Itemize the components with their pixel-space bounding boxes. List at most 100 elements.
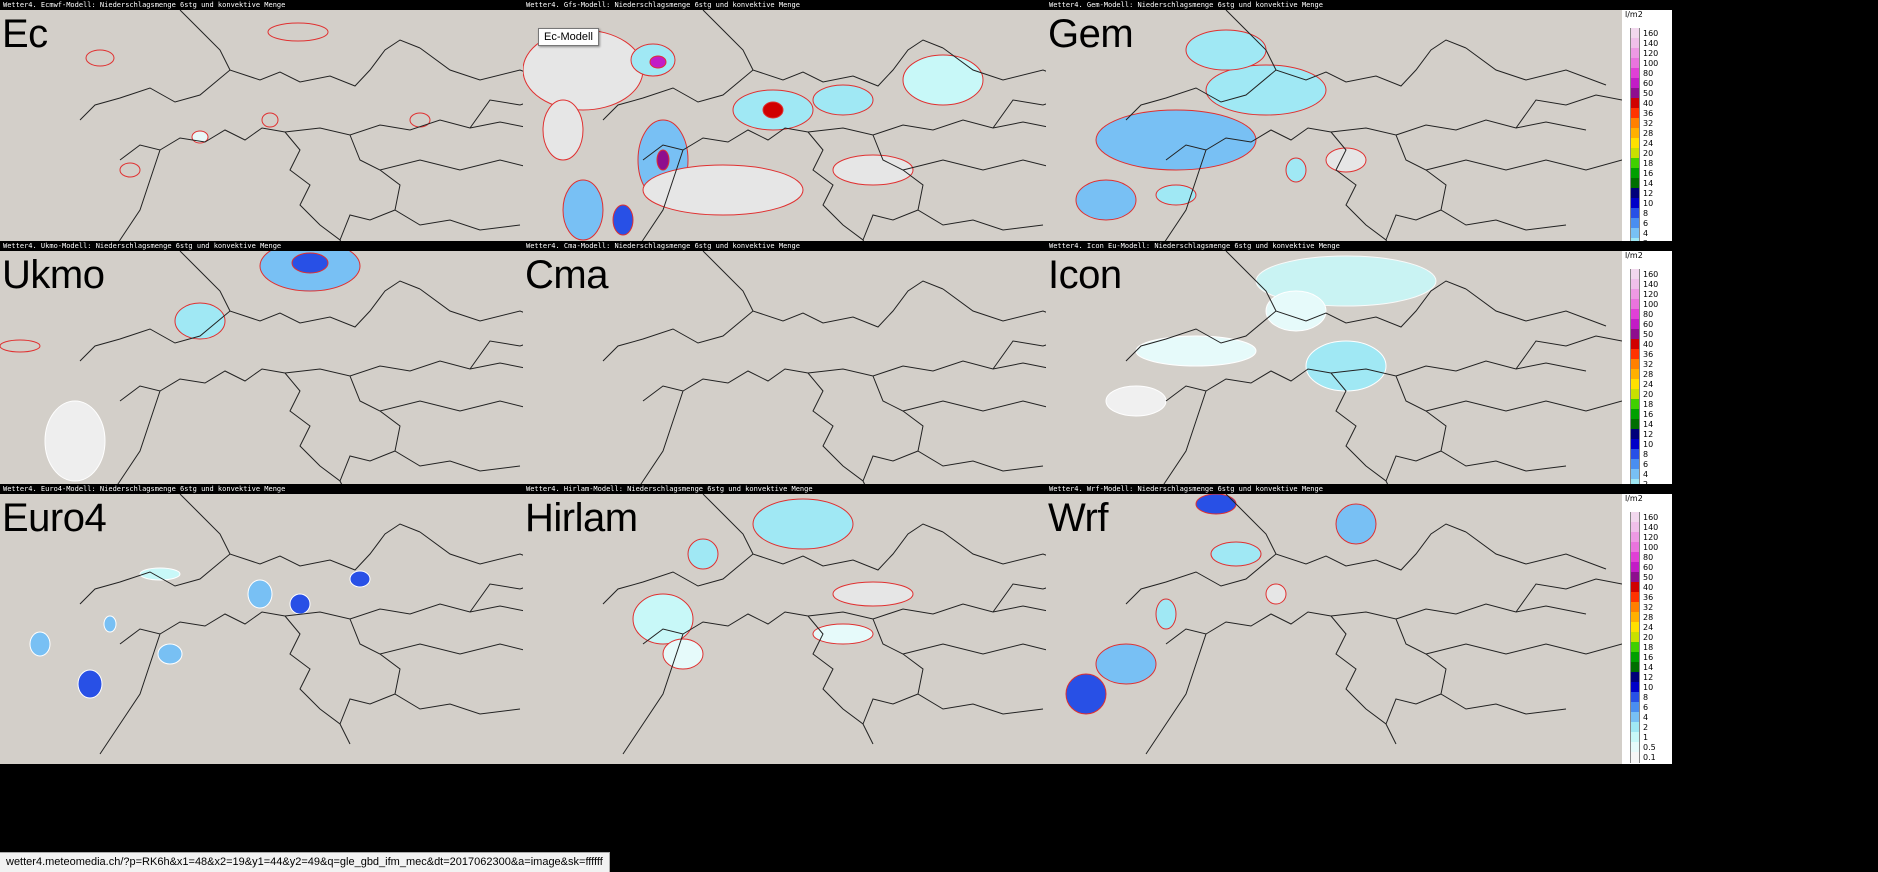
precip-map: Ukmo — [0, 251, 576, 527]
legend-value: 10 — [1643, 440, 1654, 449]
legend-value: 32 — [1643, 603, 1654, 612]
model-name: Ec — [2, 12, 48, 56]
legend-level: 80 — [1630, 309, 1656, 320]
precip-map: Icon — [1046, 251, 1622, 527]
legend-level: 36 — [1630, 108, 1656, 119]
legend-swatch — [1630, 642, 1640, 653]
legend-level: 0.1 — [1630, 752, 1656, 763]
legend-value: 4 — [1643, 713, 1649, 722]
legend-swatch — [1630, 118, 1640, 129]
legend-value: 24 — [1643, 623, 1654, 632]
legend-swatch — [1630, 108, 1640, 119]
legend-swatch — [1630, 662, 1640, 673]
legend-value: 1 — [1643, 733, 1649, 742]
legend-swatch — [1630, 309, 1640, 320]
legend-level: 12 — [1630, 188, 1656, 199]
legend-level: 16 — [1630, 652, 1656, 663]
legend-swatch — [1630, 379, 1640, 390]
legend-swatch — [1630, 78, 1640, 89]
panel-header: Wetter4. Wrf-Modell: Niederschlagsmenge … — [1046, 484, 1878, 494]
panel-footer — [523, 764, 1149, 774]
legend-level: 50 — [1630, 572, 1656, 583]
legend-level: 6 — [1630, 702, 1656, 713]
legend-swatch — [1630, 552, 1640, 563]
model-panel-icon[interactable]: Wetter4. Icon Eu-Modell: Niederschlagsme… — [1046, 241, 1878, 531]
legend-swatch — [1630, 329, 1640, 340]
legend-swatch — [1630, 38, 1640, 49]
legend-level: 60 — [1630, 78, 1656, 89]
legend-swatch — [1630, 542, 1640, 553]
legend-swatch — [1630, 459, 1640, 470]
legend-level: 36 — [1630, 592, 1656, 603]
legend-level: 40 — [1630, 339, 1656, 350]
legend-value: 36 — [1643, 593, 1654, 602]
precip-map: Cma — [523, 251, 1099, 527]
legend-swatch — [1630, 299, 1640, 310]
legend-value: 40 — [1643, 340, 1654, 349]
legend-value: 80 — [1643, 69, 1654, 78]
model-name: Hirlam — [525, 496, 638, 540]
legend-level: 0.5 — [1630, 742, 1656, 753]
legend-swatch — [1630, 409, 1640, 420]
legend-value: 12 — [1643, 189, 1654, 198]
legend-level: 32 — [1630, 602, 1656, 613]
legend-swatch — [1630, 359, 1640, 370]
legend-level: 100 — [1630, 58, 1658, 69]
legend-level: 32 — [1630, 118, 1656, 129]
legend-level: 60 — [1630, 319, 1656, 330]
legend-value: 60 — [1643, 320, 1654, 329]
legend-swatch — [1630, 339, 1640, 350]
precip-map: Wrf — [1046, 494, 1622, 770]
model-name: Cma — [525, 253, 608, 297]
legend-value: 120 — [1643, 290, 1659, 299]
status-bar-url: wetter4.meteomedia.ch/?p=RK6h&x1=48&x2=1… — [0, 852, 610, 872]
precip-map: Hirlam — [523, 494, 1099, 770]
legend-level: 16 — [1630, 168, 1656, 179]
model-name: Euro4 — [2, 496, 107, 540]
legend-swatch — [1630, 269, 1640, 280]
legend-swatch — [1630, 712, 1640, 723]
precip-legend: l/m2 160 140 120 100 80 60 50 40 36 32 2… — [1622, 494, 1672, 770]
legend-unit: l/m2 — [1625, 494, 1643, 503]
legend-value: 28 — [1643, 370, 1654, 379]
legend-value: 12 — [1643, 430, 1654, 439]
legend-level: 4 — [1630, 469, 1656, 480]
legend-level: 20 — [1630, 389, 1656, 400]
legend-value: 160 — [1643, 270, 1659, 279]
legend-level: 20 — [1630, 632, 1656, 643]
legend-value: 24 — [1643, 380, 1654, 389]
legend-swatch — [1630, 602, 1640, 613]
legend-swatch — [1630, 562, 1640, 573]
legend-level: 24 — [1630, 138, 1656, 149]
legend-level: 40 — [1630, 98, 1656, 109]
model-panel-wrf[interactable]: Wetter4. Wrf-Modell: Niederschlagsmenge … — [1046, 484, 1878, 774]
legend-level: 6 — [1630, 459, 1656, 470]
legend-level: 120 — [1630, 48, 1658, 59]
legend-value: 36 — [1643, 350, 1654, 359]
legend-level: 160 — [1630, 512, 1658, 523]
legend-swatch — [1630, 48, 1640, 59]
legend-swatch — [1630, 349, 1640, 360]
model-name: Wrf — [1048, 496, 1108, 540]
legend-swatch — [1630, 592, 1640, 603]
legend-swatch — [1630, 158, 1640, 169]
legend-level: 80 — [1630, 552, 1656, 563]
legend-swatch — [1630, 532, 1640, 543]
legend-value: 28 — [1643, 613, 1654, 622]
legend-swatch — [1630, 752, 1640, 763]
legend-swatch — [1630, 632, 1640, 643]
legend-swatch — [1630, 58, 1640, 69]
legend-level: 1 — [1630, 732, 1656, 743]
legend-level: 18 — [1630, 399, 1656, 410]
legend-swatch — [1630, 612, 1640, 623]
legend-value: 10 — [1643, 199, 1654, 208]
legend-level: 140 — [1630, 522, 1658, 533]
legend-value: 14 — [1643, 179, 1654, 188]
legend-level: 28 — [1630, 128, 1656, 139]
legend-value: 20 — [1643, 390, 1654, 399]
legend-swatch — [1630, 188, 1640, 199]
legend-value: 50 — [1643, 330, 1654, 339]
legend-level: 14 — [1630, 419, 1656, 430]
legend-value: 0.1 — [1643, 753, 1656, 762]
legend-level: 50 — [1630, 329, 1656, 340]
